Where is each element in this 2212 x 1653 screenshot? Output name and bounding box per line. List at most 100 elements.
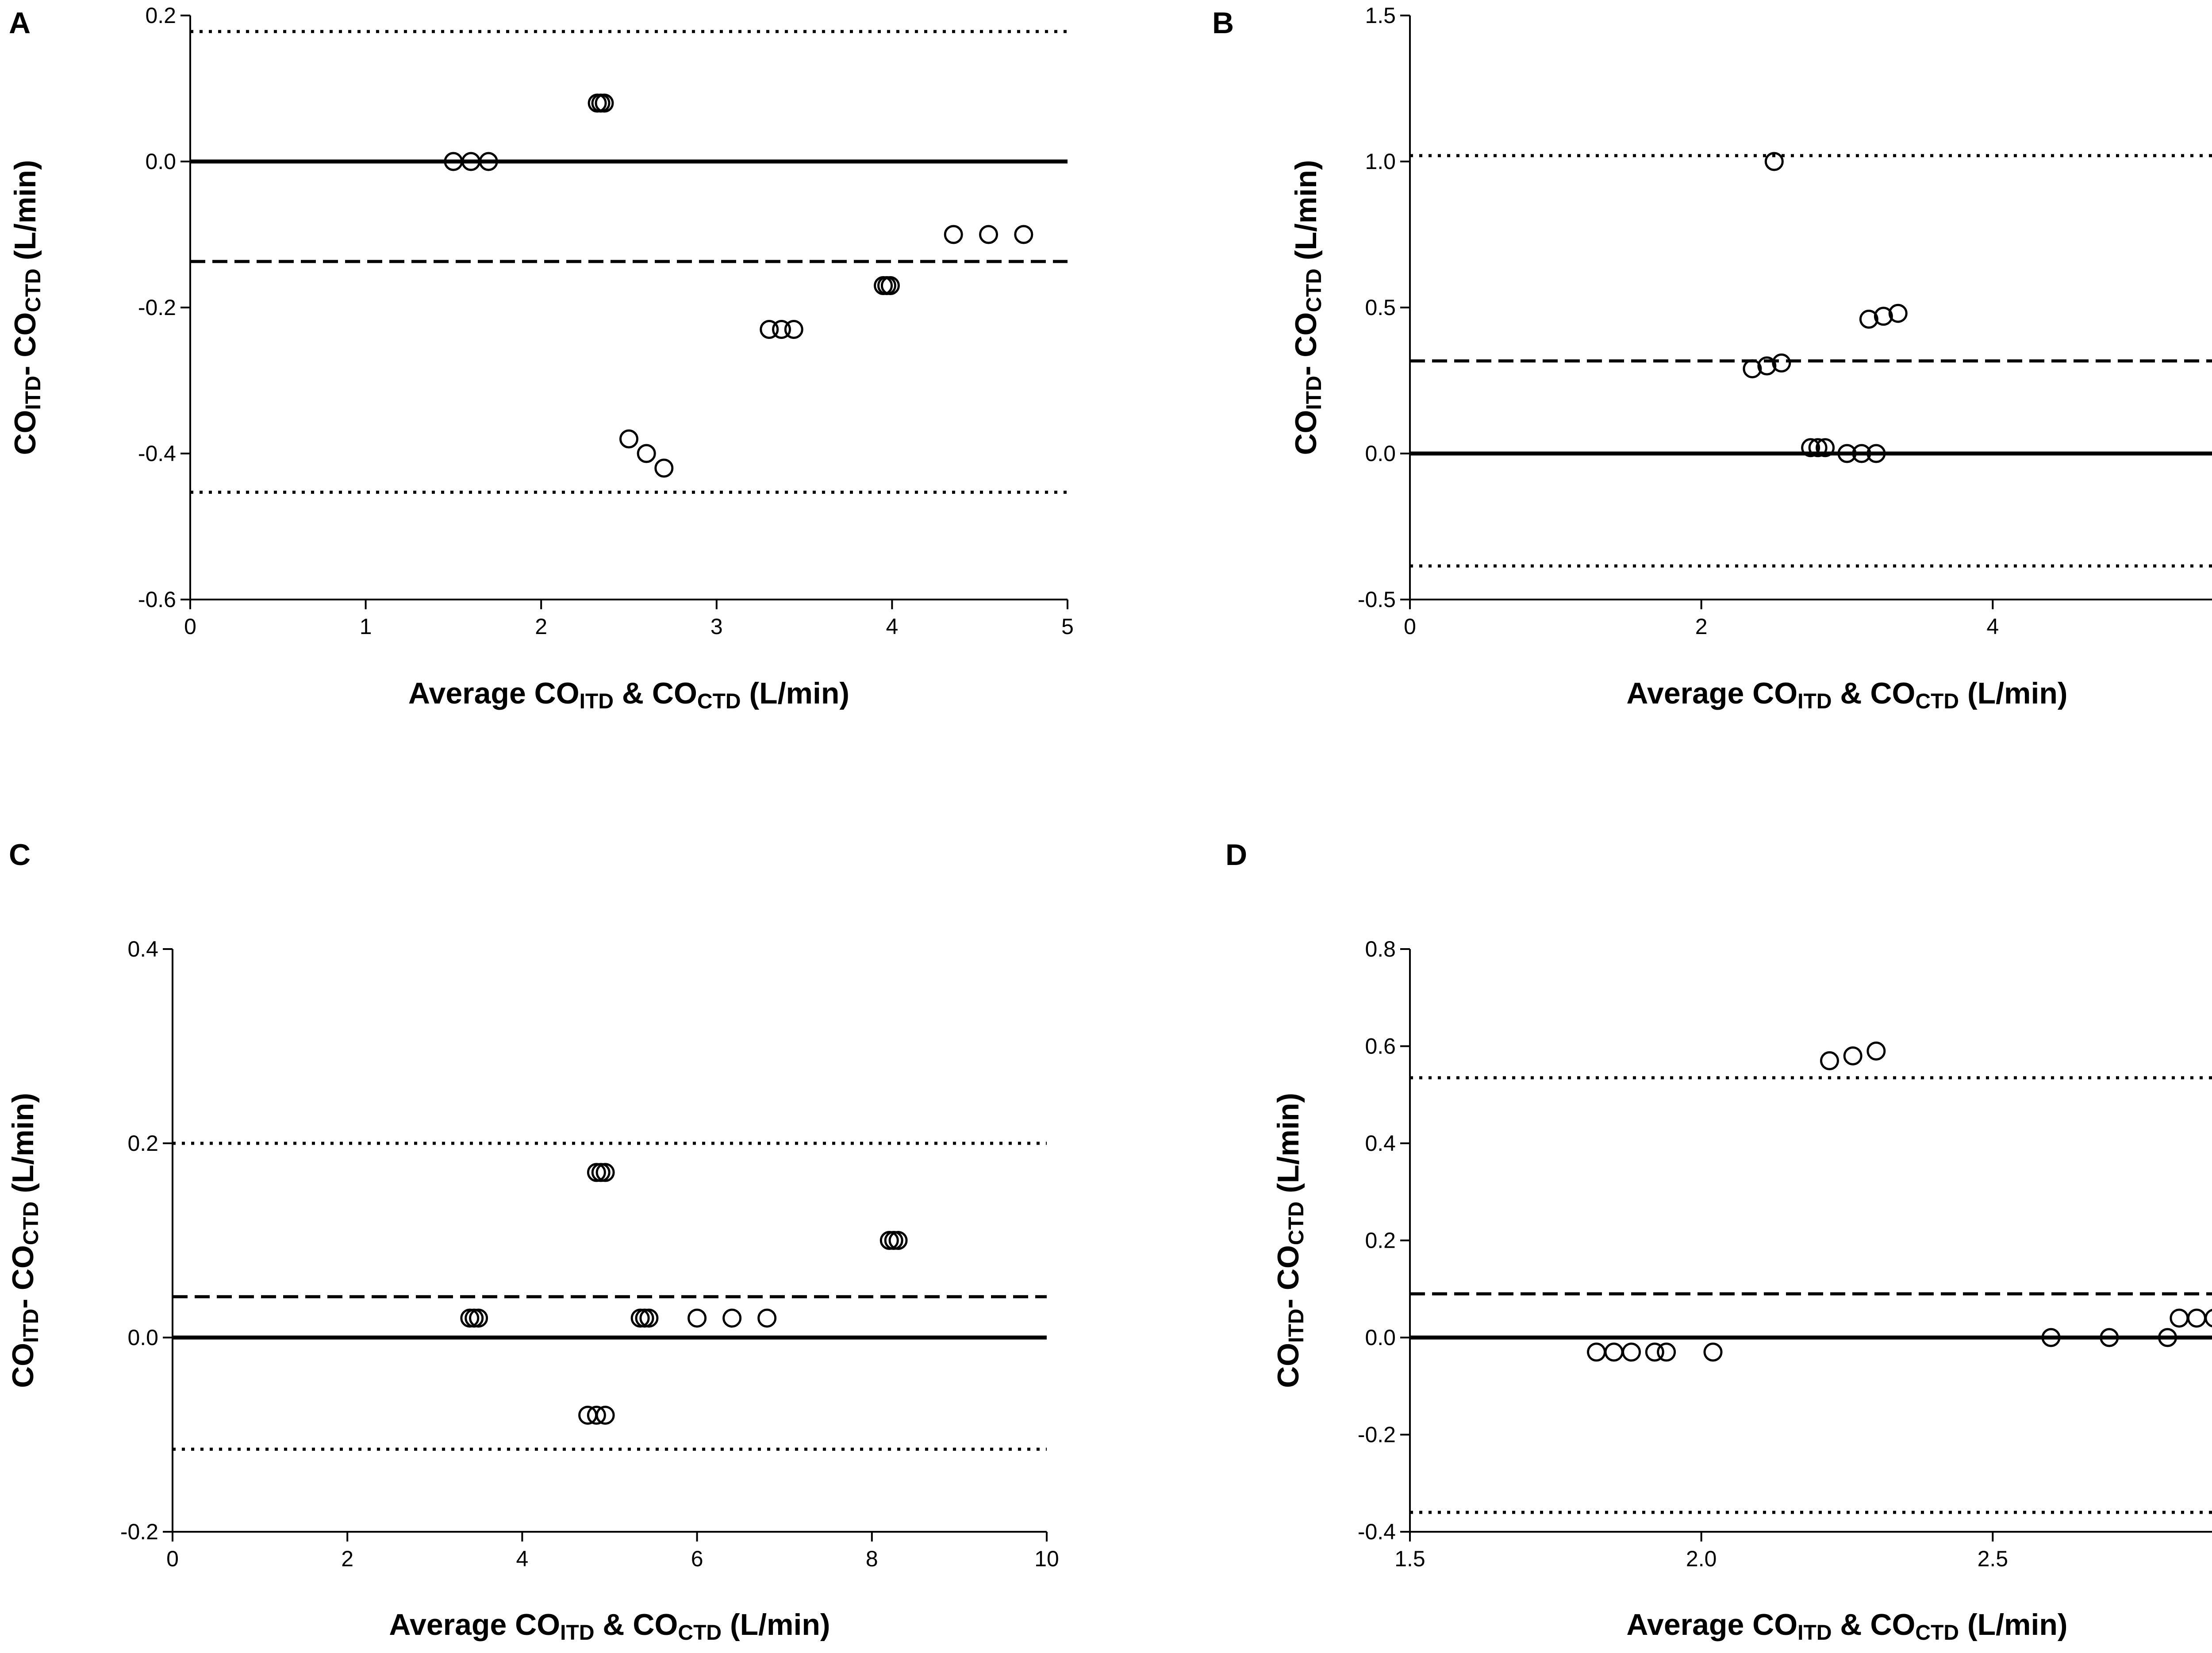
data-point <box>1874 307 1893 326</box>
y-tick-label: -0.2 <box>120 1519 158 1544</box>
y-axis-title-tail: (L/min) <box>1289 160 1323 269</box>
data-point <box>1816 438 1835 457</box>
data-point <box>1820 1051 1839 1070</box>
y-axis-title: COITD- COCTD (L/min) <box>1289 160 1326 455</box>
y-tick-label: -0.6 <box>138 587 176 612</box>
x-axis-title-mid: & CO <box>1832 677 1916 710</box>
data-point <box>595 1406 615 1425</box>
x-tick-label: 2 <box>341 1546 353 1571</box>
x-tick-label: 4 <box>1986 614 1999 639</box>
data-point <box>2170 1308 2189 1328</box>
y-tick-label: -0.5 <box>1358 587 1396 612</box>
x-axis-title-tail: (L/min) <box>1959 677 2068 710</box>
y-axis-title-mid: - CO <box>1289 312 1323 376</box>
x-axis-title: Average COITD & COCTD (L/min) <box>408 677 849 713</box>
y-tick-label: 0.2 <box>145 3 176 28</box>
y-axis-title-main: CO <box>6 1343 40 1388</box>
x-tick-label: 1.5 <box>1394 1546 1425 1571</box>
x-axis-title-sub2: CTD <box>697 690 741 713</box>
data-point <box>1801 438 1820 457</box>
data-point <box>637 444 656 463</box>
y-axis-title-sub2: CTD <box>19 1201 43 1245</box>
y-axis-title-sub2: CTD <box>1285 1201 1308 1245</box>
y-axis-title-sub1: ITD <box>19 1309 43 1343</box>
y-axis-title-sub1: ITD <box>1285 1309 1308 1343</box>
data-point <box>1888 304 1908 323</box>
x-tick-label: 2 <box>1695 614 1708 639</box>
x-tick-label: 0 <box>184 614 196 639</box>
x-tick-label: 4 <box>886 614 898 639</box>
x-axis-title-mid: & CO <box>614 677 697 710</box>
panel-letter: D <box>1225 838 1247 872</box>
y-tick-label: 0.2 <box>127 1131 158 1156</box>
data-point <box>1743 359 1762 379</box>
y-axis-title-tail: (L/min) <box>8 160 42 269</box>
data-point <box>722 1308 742 1328</box>
x-tick-label: 10 <box>1034 1546 1059 1571</box>
x-axis-title: Average COITD & COCTD (L/min) <box>1626 677 2067 713</box>
y-axis-title-mid: - CO <box>8 312 42 376</box>
data-point <box>1866 1041 1886 1061</box>
y-tick-label: 0.4 <box>1365 1131 1396 1156</box>
x-axis-title-tail: (L/min) <box>1959 1608 2068 1641</box>
x-tick-label: 4 <box>516 1546 528 1571</box>
y-tick-label: 1.5 <box>1365 3 1396 28</box>
data-point <box>639 1308 659 1328</box>
data-point <box>760 320 779 339</box>
panel-letter: A <box>9 6 31 40</box>
data-point <box>888 1231 908 1250</box>
y-tick-label: 0.0 <box>1365 1325 1396 1350</box>
y-axis-title: COITD- COCTD (L/min) <box>8 160 45 455</box>
y-tick-label: -0.2 <box>138 295 176 320</box>
y-axis-title-main: CO <box>8 410 42 455</box>
data-point <box>619 429 638 449</box>
x-axis-title-main: Average CO <box>408 677 580 710</box>
x-tick-label: 0 <box>1404 614 1416 639</box>
y-tick-label: 0.5 <box>1365 295 1396 320</box>
y-axis-title-main: CO <box>1271 1343 1305 1388</box>
y-axis-title-sub2: CTD <box>22 269 45 312</box>
data-point <box>757 1308 777 1328</box>
y-tick-label: 1.0 <box>1365 149 1396 174</box>
data-point <box>772 320 791 339</box>
y-tick-label: 0.4 <box>127 937 158 961</box>
data-point <box>2100 1328 2119 1347</box>
data-point <box>979 225 998 244</box>
y-axis-title-tail: (L/min) <box>6 1093 40 1202</box>
x-axis-title-sub2: CTD <box>1915 1621 1959 1645</box>
y-axis-title-mid: - CO <box>1271 1245 1305 1309</box>
x-axis-title-main: Average CO <box>1626 1608 1797 1641</box>
data-point <box>1866 444 1886 463</box>
data-point <box>687 1308 707 1328</box>
data-point <box>1859 309 1878 329</box>
x-tick-label: 0 <box>166 1546 179 1571</box>
x-axis-title-mid: & CO <box>595 1608 678 1641</box>
x-tick-label: 3 <box>710 614 723 639</box>
x-axis-title-tail: (L/min) <box>741 677 850 710</box>
x-tick-label: 1 <box>360 614 372 639</box>
data-point <box>784 320 803 339</box>
y-axis-title-main: CO <box>1289 410 1323 455</box>
y-axis-title-sub2: CTD <box>1302 269 1326 312</box>
data-point <box>1703 1342 1723 1362</box>
panel-d: D-0.4-0.20.00.20.40.60.81.52.02.53.0Aver… <box>1225 838 2212 1645</box>
data-point <box>880 276 900 295</box>
data-point <box>2158 1328 2177 1347</box>
data-point <box>595 93 614 113</box>
y-tick-label: -0.4 <box>1358 1519 1396 1544</box>
y-tick-label: 0.0 <box>145 149 176 174</box>
panel-b: B-0.50.00.51.01.50246Average COITD & COC… <box>1212 3 2212 713</box>
y-axis-title: COITD- COCTD (L/min) <box>1271 1093 1308 1388</box>
data-point <box>1622 1342 1641 1362</box>
panel-letter: B <box>1212 6 1234 40</box>
x-axis-title-sub1: ITD <box>1797 1621 1832 1645</box>
x-axis-title-sub1: ITD <box>1797 690 1832 713</box>
y-axis-title-sub1: ITD <box>1302 376 1326 410</box>
x-axis-title-sub1: ITD <box>560 1621 594 1645</box>
data-point <box>1757 356 1777 376</box>
x-tick-label: 2.0 <box>1686 1546 1717 1571</box>
data-point <box>2204 1309 2212 1328</box>
data-point <box>1604 1342 1624 1362</box>
data-point <box>1837 444 1857 463</box>
